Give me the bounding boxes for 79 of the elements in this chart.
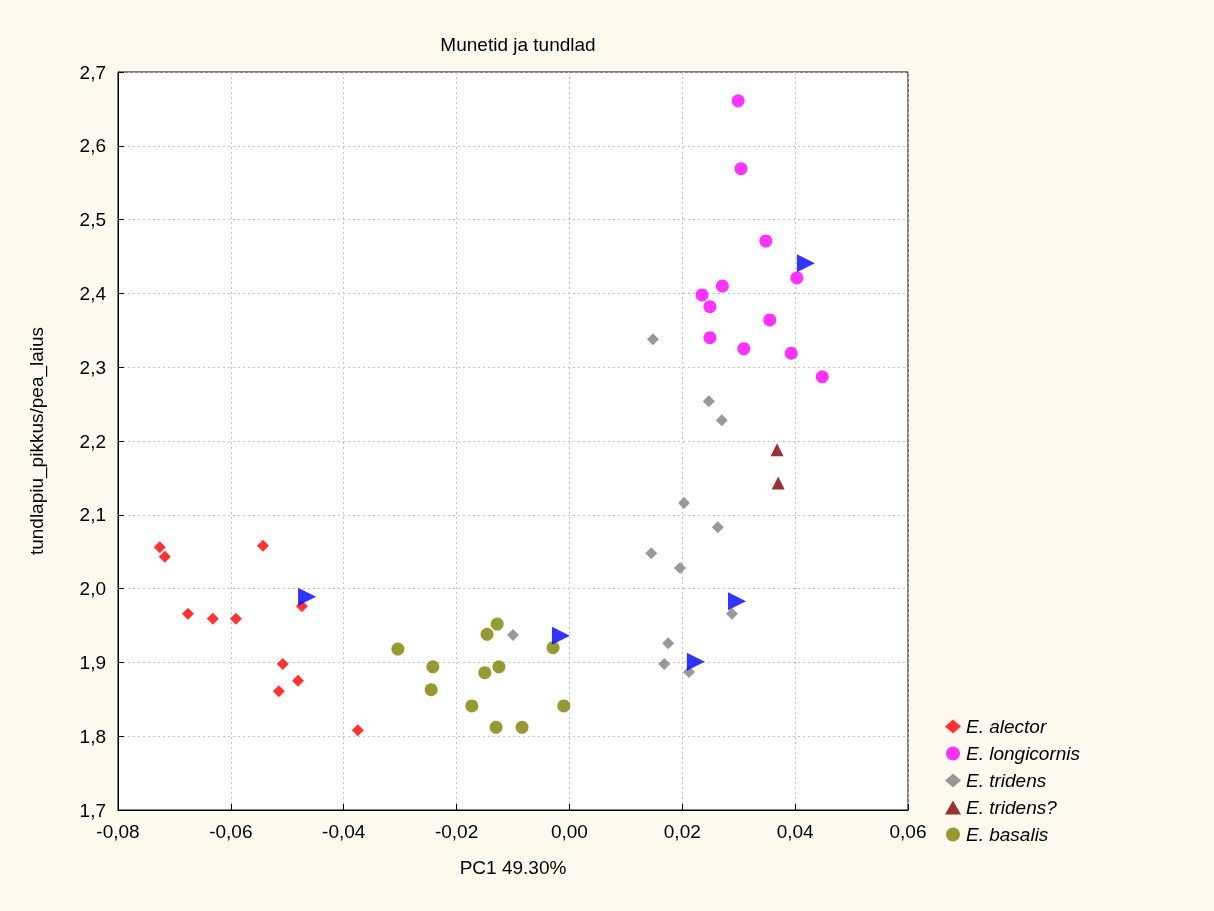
point <box>715 279 729 293</box>
point <box>646 333 659 346</box>
point <box>492 660 506 674</box>
y-axis-title: tundlapiu_pikkus/pea_laius <box>26 326 48 556</box>
point <box>478 666 492 680</box>
point <box>351 724 364 737</box>
point <box>702 395 715 408</box>
point <box>515 720 529 734</box>
point <box>272 685 285 698</box>
x-axis-title: PC1 49.30% <box>459 857 567 878</box>
point <box>686 652 705 671</box>
y-tick-label: 2,4 <box>79 282 107 304</box>
point <box>711 521 724 534</box>
point <box>181 607 194 620</box>
point <box>229 612 242 625</box>
point <box>292 674 305 687</box>
point <box>695 288 709 302</box>
legend-label: E. tridens <box>966 770 1047 791</box>
point <box>815 370 829 384</box>
y-tick-label: 2,6 <box>79 135 106 157</box>
point <box>546 641 560 655</box>
x-tick-label: -0,02 <box>434 821 479 842</box>
point <box>507 629 519 642</box>
point <box>770 443 784 457</box>
point <box>763 313 777 327</box>
point <box>276 657 289 670</box>
point <box>489 720 503 734</box>
point <box>480 627 494 641</box>
point <box>206 612 219 625</box>
point <box>703 300 717 314</box>
point <box>771 476 785 490</box>
point <box>424 683 438 697</box>
point <box>557 699 571 713</box>
point <box>784 346 798 360</box>
x-tick-label: 0,00 <box>550 821 588 842</box>
y-tick-label: 2,3 <box>79 356 106 378</box>
point <box>426 660 440 674</box>
y-tick-label: 2,1 <box>79 504 106 526</box>
point <box>731 94 745 108</box>
point <box>257 539 270 552</box>
legend-label: E. longicornis <box>966 743 1081 764</box>
point <box>759 234 773 248</box>
y-tick-label: 2,7 <box>79 61 106 83</box>
point <box>490 617 504 631</box>
point <box>298 587 317 606</box>
legend-label: E. alector <box>966 716 1047 737</box>
y-tick-label: 1,9 <box>79 651 106 673</box>
point <box>551 626 570 645</box>
point <box>391 642 405 656</box>
point <box>703 331 717 345</box>
legend-label: E. tridens? <box>966 797 1058 818</box>
y-tick-label: 2,5 <box>79 209 106 231</box>
point <box>715 414 728 427</box>
point <box>677 496 690 509</box>
x-tick-label: 0,04 <box>776 821 815 842</box>
point <box>465 699 479 713</box>
point <box>790 271 804 285</box>
x-tick-label: -0,04 <box>322 821 366 842</box>
point <box>796 254 815 273</box>
point <box>658 657 671 670</box>
x-tick-label: -0,08 <box>96 821 140 842</box>
x-tick-label: -0,06 <box>209 821 253 842</box>
y-tick-label: 1,7 <box>79 799 106 821</box>
point <box>725 607 738 620</box>
point <box>153 541 166 554</box>
point <box>728 592 747 611</box>
x-tick-label: 0,02 <box>663 821 701 842</box>
point <box>734 162 748 176</box>
y-tick-label: 2,2 <box>79 430 106 452</box>
point <box>674 561 687 574</box>
point <box>645 547 658 560</box>
point <box>737 342 751 356</box>
x-tick-label: 0,06 <box>889 821 927 842</box>
chart-title: Munetid ja tundlad <box>440 34 596 55</box>
point <box>158 550 171 563</box>
y-tick-label: 2,0 <box>79 578 106 600</box>
legend-label: E. basalis <box>966 824 1049 845</box>
point <box>662 637 675 650</box>
y-tick-label: 1,8 <box>79 725 106 747</box>
